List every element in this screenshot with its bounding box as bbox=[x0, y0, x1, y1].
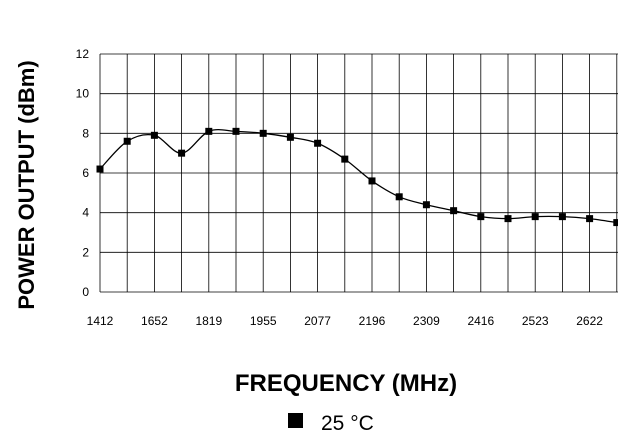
x-tick-label: 2309 bbox=[413, 314, 440, 328]
data-point-marker bbox=[558, 213, 566, 221]
data-point-marker bbox=[286, 133, 294, 141]
data-point-marker bbox=[232, 127, 240, 135]
data-point-marker bbox=[150, 131, 158, 139]
x-tick-label: 2523 bbox=[522, 314, 549, 328]
y-tick-label: 2 bbox=[82, 245, 89, 259]
data-point-marker bbox=[205, 127, 213, 135]
legend-label: 25 °C bbox=[321, 412, 374, 435]
x-tick-label: 1955 bbox=[250, 314, 277, 328]
x-tick-labels: 1412 1652 1819 1955 2077 2196 2309 2416 2523 2622 bbox=[87, 314, 604, 328]
y-tick-label: 4 bbox=[82, 206, 89, 220]
x-tick-label: 2416 bbox=[467, 314, 494, 328]
data-point-marker bbox=[613, 219, 618, 227]
x-tick-label: 1412 bbox=[87, 314, 114, 328]
y-tick-label: 10 bbox=[76, 87, 90, 101]
data-point-marker bbox=[259, 129, 267, 137]
data-point-marker bbox=[368, 177, 376, 185]
data-point-marker bbox=[504, 215, 512, 223]
series-25c bbox=[96, 127, 618, 227]
legend-marker bbox=[288, 413, 303, 428]
y-tick-label: 12 bbox=[76, 47, 90, 61]
y-tick-label: 6 bbox=[82, 166, 89, 180]
data-point-marker bbox=[341, 155, 349, 163]
data-point-marker bbox=[450, 207, 458, 215]
data-point-marker bbox=[123, 137, 131, 145]
x-axis-label: FREQUENCY (MHz) bbox=[235, 370, 457, 397]
x-tick-label: 1652 bbox=[141, 314, 168, 328]
x-tick-label: 1819 bbox=[195, 314, 222, 328]
data-point-marker bbox=[531, 213, 539, 221]
legend: 25 °C bbox=[288, 412, 374, 435]
data-point-marker bbox=[395, 193, 403, 201]
data-point-marker bbox=[314, 139, 322, 147]
x-tick-label: 2622 bbox=[576, 314, 603, 328]
y-tick-labels: 0 2 4 6 8 10 12 bbox=[76, 47, 90, 299]
y-tick-label: 8 bbox=[82, 126, 89, 140]
data-point-marker bbox=[477, 213, 485, 221]
y-axis-label: POWER OUTPUT (dBm) bbox=[14, 60, 39, 309]
x-tick-label: 2196 bbox=[359, 314, 386, 328]
data-point-marker bbox=[586, 215, 594, 223]
x-tick-label: 2077 bbox=[304, 314, 331, 328]
data-point-marker bbox=[96, 165, 104, 173]
series-line bbox=[99, 129, 617, 224]
y-tick-label: 0 bbox=[82, 285, 89, 299]
data-point-marker bbox=[422, 201, 430, 209]
grid bbox=[99, 53, 618, 293]
data-point-marker bbox=[178, 149, 186, 157]
